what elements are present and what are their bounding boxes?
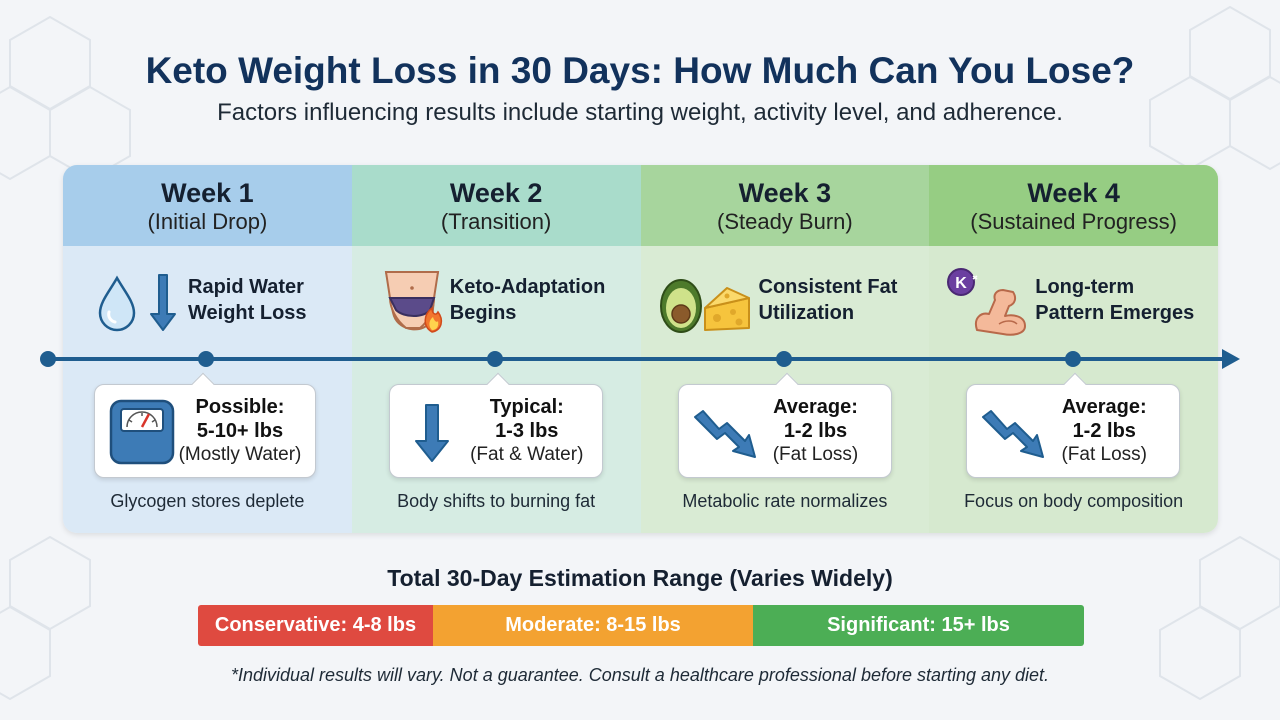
down-arrow-icon [414, 404, 449, 462]
week-1-card-note: (Mostly Water) [178, 444, 302, 465]
week-2-card-label: Typical: [489, 396, 564, 418]
potassium-muscle-icon: K [947, 268, 1027, 336]
trend-down-icon [693, 410, 756, 458]
week-3-feature-line-1: Consistent Fat [758, 276, 898, 298]
week-3-column: Week 3 (Steady Burn) Consistent Fat [640, 165, 930, 533]
week-2-title: Week 2 [449, 178, 543, 208]
week-4-column: Week 4 (Sustained Progress) K Long-term … [929, 165, 1218, 533]
avocado-cheese-icon [659, 279, 750, 333]
week-4-footnote: Focus on body composition [964, 491, 1184, 511]
week-4-header: Week 4 (Sustained Progress) [929, 165, 1218, 246]
week-1-card-label: Possible: [195, 396, 285, 418]
week-3-card-label: Average: [773, 396, 858, 418]
week-3-card-note: (Fat Loss) [772, 444, 859, 465]
page-title: Keto Weight Loss in 30 Days: How Much Ca… [145, 50, 1135, 91]
disclaimer: *Individual results will vary. Not a gua… [230, 665, 1050, 685]
week-1-feature: Rapid Water Weight Loss [63, 268, 352, 338]
week-2-card-value: 1-3 lbs [495, 420, 559, 442]
week-1-feature-line-1: Rapid Water [188, 276, 304, 298]
weekly-timeline-panel: Week 1 (Initial Drop) Rapid Water Weight… [63, 165, 1218, 533]
range-segment-conservative: Conservative: 4-8 lbs [198, 605, 433, 646]
estimation-range-bar: Conservative: 4-8 lbs Moderate: 8-15 lbs… [198, 605, 1084, 646]
week-2-feature: Keto-Adaptation Begins [352, 268, 641, 338]
water-drop-down-arrow-icon [98, 274, 176, 332]
week-4-title: Week 4 [1027, 178, 1120, 208]
range-segment-moderate: Moderate: 8-15 lbs [433, 605, 753, 646]
week-1-column: Week 1 (Initial Drop) Rapid Water Weight… [63, 165, 352, 533]
week-1-body: Rapid Water Weight Loss Possible: [63, 246, 352, 533]
week-2-header: Week 2 (Transition) [351, 165, 641, 246]
week-1-subtitle: (Initial Drop) [147, 209, 268, 234]
week-2-feature-line-2: Begins [449, 302, 517, 324]
range-title: Total 30-Day Estimation Range (Varies Wi… [387, 565, 893, 591]
week-3-feature-line-2: Utilization [758, 302, 855, 324]
week-1-footnote: Glycogen stores deplete [110, 491, 305, 511]
week-2-footnote: Body shifts to burning fat [397, 491, 596, 511]
week-2-column: Week 2 (Transition) Keto-Adaptation Begi… [351, 165, 641, 533]
week-4-subtitle: (Sustained Progress) [970, 209, 1177, 234]
week-1-title: Week 1 [161, 178, 254, 208]
week-4-card-value: 1-2 lbs [1072, 420, 1136, 442]
range-segment-significant: Significant: 15+ lbs [753, 605, 1084, 646]
week-1-card-value: 5-10+ lbs [196, 420, 284, 442]
week-4-feature: K Long-term Pattern Emerges [929, 268, 1218, 338]
scale-icon [109, 399, 175, 465]
week-3-body: Consistent Fat Utilization Average: 1-2 … [641, 246, 930, 533]
week-3-header: Week 3 (Steady Burn) [640, 165, 930, 246]
week-3-subtitle: (Steady Burn) [717, 209, 853, 234]
week-1-feature-line-2: Weight Loss [188, 302, 307, 324]
week-3-footnote: Metabolic rate normalizes [682, 491, 888, 511]
week-4-feature-line-1: Long-term [1035, 276, 1135, 298]
week-3-feature: Consistent Fat Utilization [641, 268, 930, 338]
week-2-subtitle: (Transition) [440, 209, 552, 234]
trend-down-icon [982, 410, 1045, 458]
waist-flame-icon [384, 271, 442, 333]
week-1-estimate-card: Possible: 5-10+ lbs (Mostly Water) [94, 372, 316, 478]
week-2-estimate-card: Typical: 1-3 lbs (Fat & Water) [388, 372, 603, 478]
page-subtitle: Factors influencing results include star… [217, 99, 1063, 126]
week-3-title: Week 3 [738, 178, 832, 208]
week-2-body: Keto-Adaptation Begins Typical: 1-3 lbs … [352, 246, 641, 533]
week-4-estimate-card: Average: 1-2 lbs (Fat Loss) [966, 372, 1181, 478]
potassium-symbol: K [955, 275, 967, 292]
week-2-feature-line-1: Keto-Adaptation [449, 276, 606, 298]
week-4-body: K Long-term Pattern Emerges Average: 1- [929, 246, 1218, 533]
week-4-card-label: Average: [1061, 396, 1147, 418]
week-2-card-note: (Fat & Water) [470, 444, 584, 465]
week-3-estimate-card: Average: 1-2 lbs (Fat Loss) [677, 372, 892, 478]
week-3-card-value: 1-2 lbs [783, 420, 848, 442]
week-1-header: Week 1 (Initial Drop) [63, 165, 352, 246]
week-4-feature-line-2: Pattern Emerges [1035, 302, 1195, 324]
week-4-card-note: (Fat Loss) [1061, 444, 1148, 465]
